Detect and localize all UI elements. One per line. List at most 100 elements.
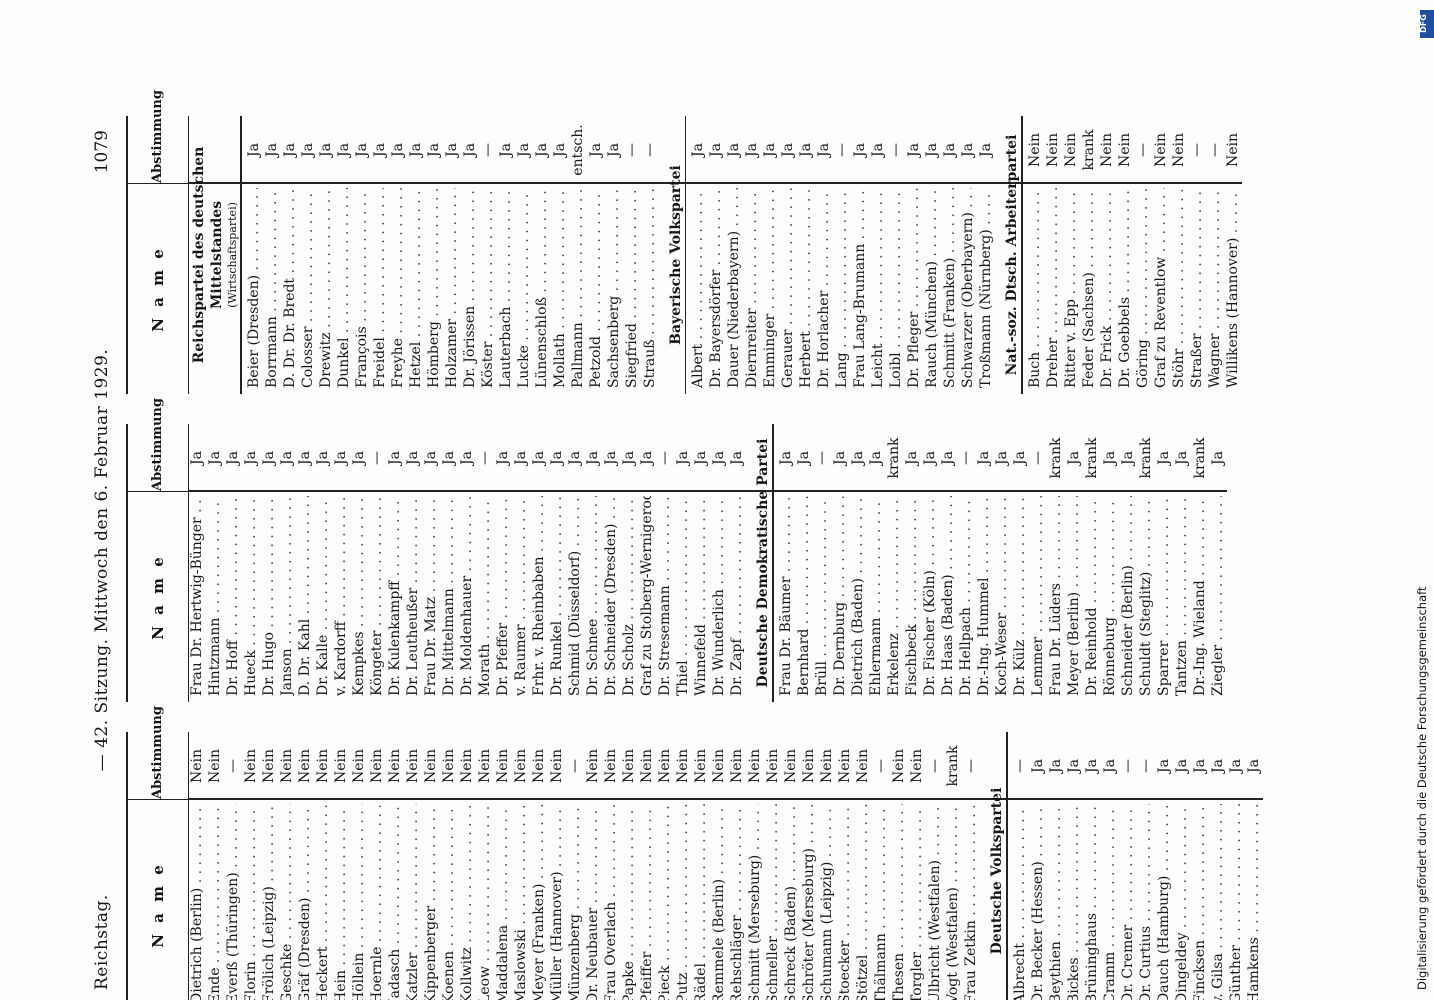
member-name: Frölich (Leipzig) xyxy=(260,804,278,1000)
vote-row: Tantzen Ja xyxy=(1173,424,1191,702)
vote-row: Ulbricht (Westfalen) — xyxy=(926,732,944,1000)
vote-value: Ja xyxy=(849,451,866,465)
member-name: Köster xyxy=(479,188,497,388)
member-name: Florin xyxy=(242,804,260,1000)
member-name: Colosser xyxy=(299,188,317,388)
vote-value: Ja xyxy=(335,143,352,157)
vote-value: Ja xyxy=(1155,759,1172,773)
vote-row: Schröter (Merseburg) Nein xyxy=(800,732,818,1000)
party-heading-title: Deutsche Demokratische Partei xyxy=(755,438,771,688)
vote-value: Nein xyxy=(297,748,313,784)
vote-row: Dr. Hellpach — xyxy=(957,424,975,702)
member-name: Hoernle xyxy=(368,804,386,1000)
vote-row: Dr. Kulenkampff Ja xyxy=(386,424,404,702)
member-name: Drewitz xyxy=(317,188,335,388)
vote-value: Ja xyxy=(387,451,403,465)
vote-value: Nein xyxy=(549,748,565,784)
vote-value: krank xyxy=(1080,129,1097,171)
vote-value: Ja xyxy=(315,451,331,465)
vote-value: Nein xyxy=(189,748,205,784)
member-name: Frau Dr. Bäumer xyxy=(777,496,795,696)
vote-value: — xyxy=(477,451,493,465)
vote-row: Koch-Weser Ja xyxy=(993,424,1011,702)
member-name: Straßer xyxy=(1188,188,1206,388)
member-name: Günther xyxy=(1227,804,1245,1000)
vote-value: Ja xyxy=(831,451,848,465)
member-name: Ende xyxy=(206,804,224,1000)
vote-value: — xyxy=(813,451,830,465)
member-name: Dr. Hellpach xyxy=(957,496,975,696)
member-name: Dingeldey xyxy=(1173,804,1191,1000)
member-name: Albrecht xyxy=(1011,804,1029,1000)
vote-row: Fischbeck Ja xyxy=(903,424,921,702)
member-name: Schneider (Berlin) xyxy=(1119,496,1137,696)
member-name: Thälmann xyxy=(872,804,890,1000)
vote-value: Ja xyxy=(297,451,313,465)
vote-value: Nein xyxy=(729,748,745,784)
row-list: Reichspartei des deutschen Mittelstandes… xyxy=(188,116,1242,394)
vote-value: Ja xyxy=(459,451,475,465)
member-name: Thiel xyxy=(674,496,692,696)
vote-row: Schmitt (Franken) Ja xyxy=(941,116,959,394)
vote-row: Feder (Sachsen) krank xyxy=(1080,116,1098,394)
member-name: Erkelenz xyxy=(885,496,903,696)
vote-value: Ja xyxy=(513,451,529,465)
member-name: Ehlermann xyxy=(867,496,885,696)
vote-value: Nein xyxy=(459,748,475,784)
vote-value: Nein xyxy=(675,748,691,784)
vote-value: Ja xyxy=(978,143,994,157)
vote-row: Dr.-Ing. Wieland krank xyxy=(1191,424,1209,702)
dfg-logo-label: DFG xyxy=(1418,14,1428,33)
vote-row: Hamkens Ja xyxy=(1245,732,1263,1000)
vote-row: Winnefeld Ja xyxy=(692,424,710,702)
vote-value: — xyxy=(1011,759,1028,773)
member-name: Mollath xyxy=(551,188,569,388)
member-name: Dauer (Niederbayern) xyxy=(725,188,743,388)
party-heading: Reichspartei des deutschen Mittelstandes… xyxy=(190,116,240,394)
vote-row: Janson Ja xyxy=(278,424,296,702)
vote-row: Freyhe Ja xyxy=(389,116,407,394)
member-name: v. Raumer xyxy=(512,496,530,696)
vote-row: Dr. Schneider (Dresden) Ja xyxy=(602,424,620,702)
vote-row: Hintzmann Ja xyxy=(206,424,224,702)
vote-value: Ja xyxy=(726,143,742,157)
vote-row: Jadasch Nein xyxy=(386,732,404,1000)
vote-row: Schuldt (Steglitz) krank xyxy=(1137,424,1155,702)
vote-row: Ende Nein xyxy=(206,732,224,1000)
vote-value: krank xyxy=(1137,437,1154,479)
vote-row: Schneller Nein xyxy=(764,732,782,1000)
vote-row: Papke Nein xyxy=(620,732,638,1000)
vote-row: Geschke Nein xyxy=(278,732,296,1000)
vote-value: Ja xyxy=(1191,759,1208,773)
vote-row: D. Dr. Dr. Bredt Ja xyxy=(281,116,299,394)
member-name: Tantzen xyxy=(1173,496,1191,696)
vote-value: Nein xyxy=(837,748,853,784)
vote-value: Ja xyxy=(281,143,298,157)
member-name: Leow xyxy=(476,804,494,1000)
member-name: Kollwitz xyxy=(458,804,476,1000)
member-name: Kempkes xyxy=(350,496,368,696)
vote-row: Graf zu Reventlow Nein xyxy=(1152,116,1170,394)
member-name: Lucke xyxy=(515,188,533,388)
vote-row: Dr. Wunderlich Ja xyxy=(710,424,728,702)
party-heading-title: Reichspartei des deutschen Mittelstandes xyxy=(191,146,225,364)
vote-value: Nein xyxy=(333,748,349,784)
vote-value: Ja xyxy=(1209,759,1226,773)
section-rule xyxy=(684,116,686,394)
member-name: Morath xyxy=(476,496,494,696)
vote-value: Ja xyxy=(906,143,922,157)
member-name: Dr. Goebbels xyxy=(1116,188,1134,388)
vote-row: Köster — xyxy=(479,116,497,394)
section-rule xyxy=(1021,116,1023,394)
vote-value: Nein xyxy=(405,748,421,784)
vote-value: Ja xyxy=(353,143,370,157)
vote-row: Cramm Ja xyxy=(1101,732,1119,1000)
vote-row: Beier (Dresden) Ja xyxy=(245,116,263,394)
vote-row: Schumann (Leipzig) Nein xyxy=(818,732,836,1000)
vote-value: Ja xyxy=(1083,759,1100,773)
vote-row: Pieck Nein xyxy=(656,732,674,1000)
member-name: Koenen xyxy=(440,804,458,1000)
heading-vote: Abstimmung xyxy=(128,706,188,800)
member-name: Dr. Haas (Baden) xyxy=(939,496,957,696)
vote-value: Nein xyxy=(783,748,799,784)
